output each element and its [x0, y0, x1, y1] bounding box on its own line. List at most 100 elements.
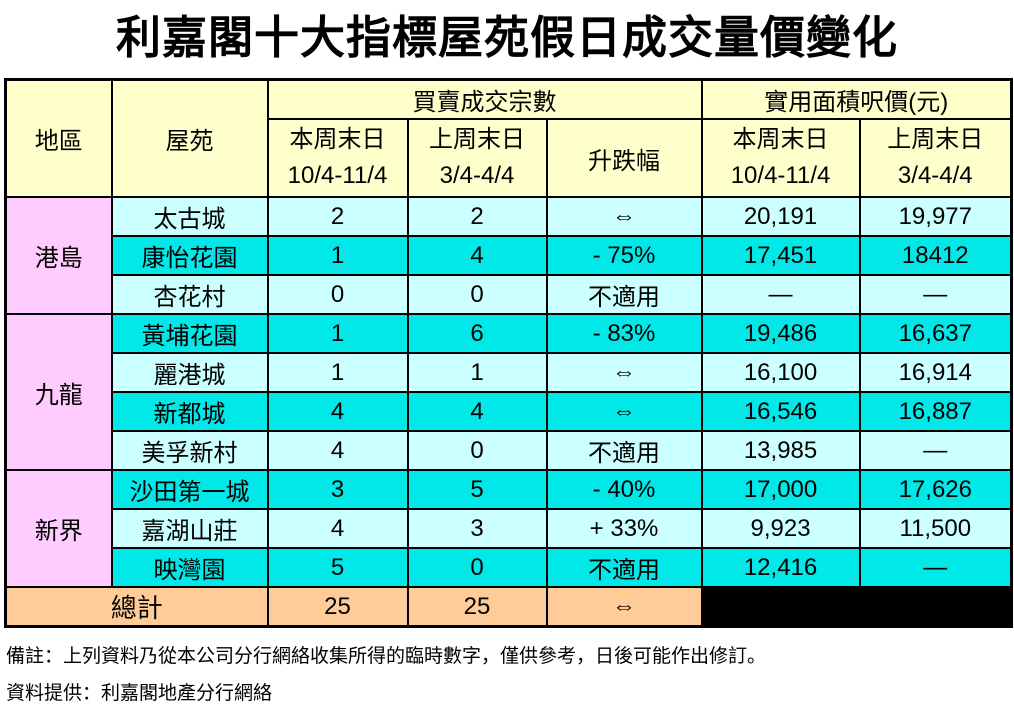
page-title: 利嘉閣十大指標屋苑假日成交量價變化 — [115, 12, 898, 63]
header-row-periods: 本周末日 10/4-11/4 上周末日 3/4-4/4 升跌幅 本周末日 10/… — [6, 118, 1013, 198]
region-cell: 新界 — [4, 469, 113, 588]
tx-last-cell: 2 — [406, 196, 548, 237]
estate-cell: 嘉湖山莊 — [110, 508, 269, 549]
psf-this-cell: 16,100 — [700, 352, 861, 393]
estate-cell: 太古城 — [110, 196, 269, 237]
table-row: 港島 太古城 2 2 ⇔ 20,191 19,977 — [4, 196, 1013, 315]
tx-this-cell: 5 — [266, 547, 409, 588]
footnote-source: 資料提供：利嘉閣地產分行網絡 — [6, 683, 273, 704]
psf-this-cell: 16,546 — [700, 391, 861, 432]
tx-last-cell: 4 — [406, 391, 548, 432]
tx-last-cell: 6 — [406, 313, 548, 354]
psf-this-cell: 17,451 — [700, 235, 861, 276]
header-tx-last-weekend-dates: 3/4-4/4 — [439, 162, 515, 189]
total-psf-blocked-cell — [700, 586, 1013, 628]
footnotes: 備註：上列資料乃從本公司分行網絡收集所得的臨時數字，僅供參考，日後可能作出修訂。… — [6, 638, 766, 712]
region-cell: 九龍 — [4, 313, 113, 471]
tx-this-cell: 4 — [266, 430, 409, 471]
table-row: 映灣園 5 0 不適用 12,416 — — [6, 547, 1013, 588]
tx-last-cell: 5 — [406, 469, 548, 510]
tx-this-cell: 0 — [266, 274, 409, 315]
tx-last-cell: 4 — [406, 235, 548, 276]
tx-this-cell: 2 — [266, 196, 409, 237]
table-row: 新都城 4 4 ⇔ 16,546 16,887 — [6, 391, 1013, 432]
tx-this-cell: 4 — [266, 391, 409, 432]
header-row-groups: 地區 屋苑 買賣成交宗數 實用面積呎價(元) — [4, 78, 1013, 198]
table-row: 九龍 黃埔花園 1 6 - 83% 19,486 16,637 — [4, 313, 1013, 471]
estates-table: 地區 屋苑 買賣成交宗數 實用面積呎價(元) 本周末日 10/4-11/4 上周… — [4, 78, 1014, 628]
tx-this-cell: 3 — [266, 469, 409, 510]
header-psf-this-weekend-label: 本周末日 — [732, 126, 829, 153]
psf-this-cell: 19,486 — [700, 313, 861, 354]
header-change: 升跌幅 — [545, 118, 703, 198]
total-row: 總計 25 25 ⇔ — [4, 586, 1013, 628]
estate-cell: 新都城 — [110, 391, 269, 432]
header-psf-last-weekend-label: 上周末日 — [887, 126, 984, 153]
estate-cell: 沙田第一城 — [110, 469, 269, 510]
change-cell: - 83% — [545, 313, 703, 354]
psf-last-cell: — — [858, 430, 1013, 471]
header-tx-this-weekend-dates: 10/4-11/4 — [287, 162, 388, 189]
psf-last-cell: 19,977 — [858, 196, 1013, 237]
estate-cell: 麗港城 — [110, 352, 269, 393]
estate-cell: 康怡花園 — [110, 235, 269, 276]
change-cell: ⇔ — [545, 352, 703, 393]
tx-this-cell: 4 — [266, 508, 409, 549]
psf-last-cell: 16,637 — [858, 313, 1013, 354]
header-region: 地區 — [4, 78, 113, 198]
total-tx-this-cell: 25 — [266, 586, 409, 628]
table-row: 美孚新村 4 0 不適用 13,985 — — [6, 430, 1013, 471]
psf-this-cell: 9,923 — [700, 508, 861, 549]
psf-this-cell: 17,000 — [700, 469, 861, 510]
header-psf-this-weekend-dates: 10/4-11/4 — [730, 162, 831, 189]
header-tx-this-weekend: 本周末日 10/4-11/4 — [266, 118, 409, 198]
table-row: 康怡花園 1 4 - 75% 17,451 18412 — [6, 235, 1013, 276]
psf-last-cell: — — [858, 274, 1013, 315]
estate-cell: 美孚新村 — [110, 430, 269, 471]
header-price-group: 實用面積呎價(元) — [700, 78, 1013, 120]
psf-this-cell: 12,416 — [700, 547, 861, 588]
change-cell: - 40% — [545, 469, 703, 510]
table-row: 麗港城 1 1 ⇔ 16,100 16,914 — [6, 352, 1013, 393]
header-tx-last-weekend: 上周末日 3/4-4/4 — [406, 118, 548, 198]
psf-last-cell: 18412 — [858, 235, 1013, 276]
change-cell: 不適用 — [545, 274, 703, 315]
tx-last-cell: 0 — [406, 274, 548, 315]
tx-last-cell: 0 — [406, 430, 548, 471]
table-row: 杏花村 0 0 不適用 — — — [6, 274, 1013, 315]
change-cell: ⇔ — [545, 391, 703, 432]
change-cell: + 33% — [545, 508, 703, 549]
header-tx-last-weekend-label: 上周末日 — [429, 126, 525, 153]
header-psf-last-weekend: 上周末日 3/4-4/4 — [858, 118, 1013, 198]
header-psf-last-weekend-dates: 3/4-4/4 — [897, 162, 973, 189]
footnote-remark: 備註：上列資料乃從本公司分行網絡收集所得的臨時數字，僅供參考，日後可能作出修訂。 — [6, 646, 767, 667]
psf-last-cell: 16,887 — [858, 391, 1013, 432]
psf-last-cell: 11,500 — [858, 508, 1013, 549]
header-transactions-group: 買賣成交宗數 — [266, 78, 703, 120]
tx-this-cell: 1 — [266, 313, 409, 354]
psf-last-cell: 16,914 — [858, 352, 1013, 393]
total-label-cell: 總計 — [4, 586, 269, 628]
estate-cell: 杏花村 — [110, 274, 269, 315]
table-row: 嘉湖山莊 4 3 + 33% 9,923 11,500 — [6, 508, 1013, 549]
psf-this-cell: 20,191 — [700, 196, 861, 237]
total-change-cell: ⇔ — [545, 586, 703, 628]
psf-last-cell: 17,626 — [858, 469, 1013, 510]
estate-cell: 映灣園 — [110, 547, 269, 588]
tx-this-cell: 1 — [266, 352, 409, 393]
change-cell: 不適用 — [545, 547, 703, 588]
table-row: 新界 沙田第一城 3 5 - 40% 17,000 17,626 — [4, 469, 1013, 588]
psf-this-cell: — — [700, 274, 861, 315]
psf-this-cell: 13,985 — [700, 430, 861, 471]
psf-last-cell: — — [858, 547, 1013, 588]
header-psf-this-weekend: 本周末日 10/4-11/4 — [700, 118, 861, 198]
header-estate: 屋苑 — [110, 78, 269, 198]
tx-last-cell: 0 — [406, 547, 548, 588]
tx-this-cell: 1 — [266, 235, 409, 276]
change-cell: - 75% — [545, 235, 703, 276]
tx-last-cell: 1 — [406, 352, 548, 393]
total-tx-last-cell: 25 — [406, 586, 548, 628]
tx-last-cell: 3 — [406, 508, 548, 549]
estate-cell: 黃埔花園 — [110, 313, 269, 354]
